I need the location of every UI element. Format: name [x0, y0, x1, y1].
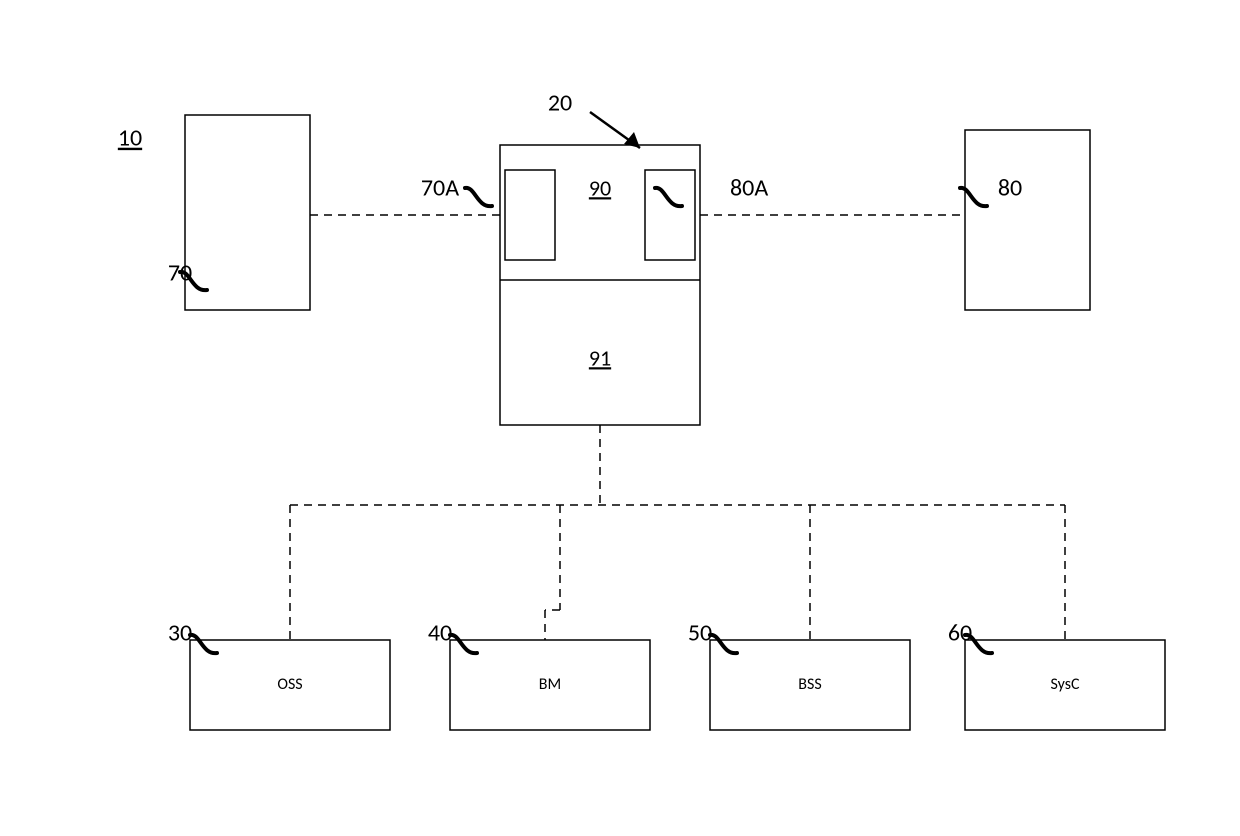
label-fig: 10: [118, 124, 142, 153]
label-n90: 90: [589, 174, 611, 201]
label-n30: 30: [168, 619, 192, 648]
box-inner-right: [645, 170, 695, 260]
label-n60: 60: [948, 619, 972, 648]
label-n70: 70: [168, 259, 192, 288]
label-n80A: 80A: [730, 174, 768, 203]
lead-t30: [190, 635, 217, 653]
lead-t70A: [465, 188, 492, 206]
label-sysc: SysC: [1050, 675, 1080, 694]
label-n50: 50: [688, 619, 712, 648]
label-n40: 40: [428, 619, 452, 648]
box-right: [965, 130, 1090, 310]
label-n20: 20: [548, 89, 572, 118]
label-n70A: 70A: [421, 174, 459, 203]
label-n91: 91: [589, 344, 611, 371]
label-bss: BSS: [798, 675, 821, 694]
box-left: [185, 115, 310, 310]
lead-t80A: [655, 188, 682, 206]
lead-t40: [450, 635, 477, 653]
lead-t80: [960, 188, 987, 206]
lead-t50: [710, 635, 737, 653]
label-n80: 80: [998, 174, 1022, 203]
label-oss: OSS: [277, 675, 302, 694]
label-bm: BM: [539, 675, 561, 694]
box-inner-left: [505, 170, 555, 260]
